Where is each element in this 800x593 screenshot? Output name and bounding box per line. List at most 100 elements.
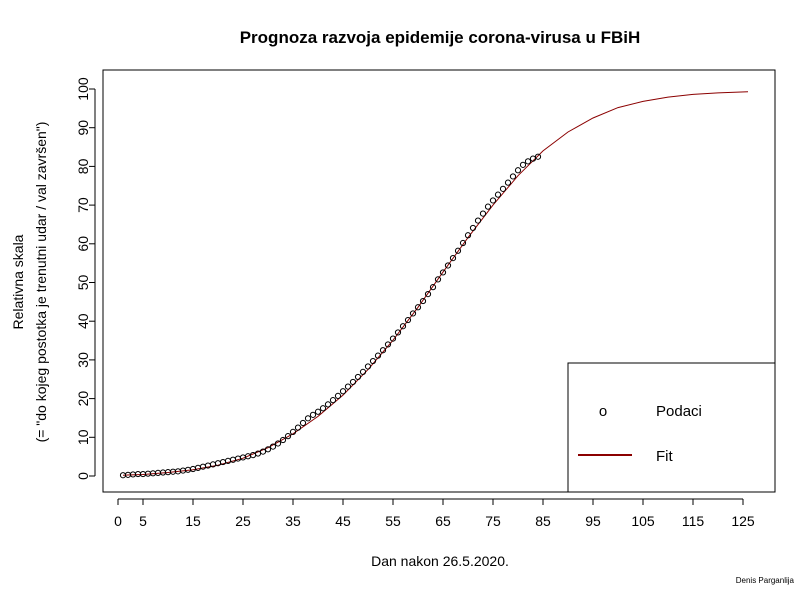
x-axis: 0 5 15 25 35 45 55 65 75 85 95 105 115 125	[114, 498, 755, 529]
y-tick-label: 60	[75, 236, 91, 252]
data-point	[404, 316, 412, 324]
data-point	[319, 405, 327, 412]
data-point	[474, 217, 482, 224]
y-axis: 0 10 20 30 40 50 60 70 80 90 100	[75, 77, 96, 480]
data-point	[304, 415, 312, 422]
data-point	[369, 357, 377, 365]
x-tick-label: 15	[185, 513, 201, 529]
legend-symbol-points: o	[599, 403, 607, 420]
data-point	[324, 401, 332, 408]
data-point	[419, 297, 427, 305]
data-point	[399, 323, 407, 330]
data-point	[134, 470, 142, 478]
data-point	[469, 224, 477, 232]
data-point	[329, 397, 337, 404]
y-tick-label: 10	[75, 429, 91, 445]
data-point	[309, 411, 317, 418]
data-point	[379, 347, 387, 354]
data-point	[424, 291, 432, 298]
data-point	[279, 436, 287, 444]
data-point	[264, 446, 272, 453]
data-point	[484, 203, 492, 210]
y-tick-label: 70	[75, 197, 91, 213]
data-point	[409, 310, 417, 317]
x-tick-label: 115	[682, 513, 705, 529]
data-point	[374, 352, 382, 359]
data-point	[499, 185, 507, 192]
data-point	[434, 276, 442, 283]
data-point	[519, 161, 527, 168]
data-point	[514, 167, 522, 174]
x-tick-label: 0	[114, 513, 122, 529]
data-point	[339, 388, 347, 395]
x-tick-label: 125	[731, 513, 755, 529]
data-point	[269, 443, 277, 450]
x-axis-label: Dan nakon 26.5.2020.	[371, 553, 509, 569]
fit-line	[122, 91, 749, 476]
data-point	[439, 269, 447, 276]
data-point	[314, 408, 322, 415]
y-axis-label-line1: Relativna skala	[10, 234, 26, 329]
data-point	[494, 191, 502, 198]
y-tick-label: 30	[75, 352, 91, 368]
legend-label-fit: Fit	[656, 448, 673, 465]
data-point	[509, 173, 517, 180]
legend: o Podaci Fit	[567, 362, 776, 493]
data-point	[349, 378, 357, 386]
x-tick-label: 5	[139, 513, 147, 529]
data-point	[489, 197, 497, 204]
x-tick-label: 45	[335, 513, 351, 529]
data-point	[294, 424, 302, 431]
y-tick-label: 100	[75, 77, 91, 101]
data-point	[229, 456, 237, 463]
x-tick-label: 105	[631, 513, 655, 529]
data-point	[299, 419, 307, 427]
x-tick-label: 55	[385, 513, 401, 529]
x-tick-label: 75	[485, 513, 501, 529]
data-point	[359, 368, 367, 375]
legend-label-points: Podaci	[656, 403, 702, 420]
data-point	[284, 433, 292, 440]
chart-title: Prognoza razvoja epidemije corona-virusa…	[240, 28, 641, 47]
data-point	[429, 284, 437, 291]
data-point	[334, 392, 342, 399]
data-point	[274, 440, 282, 447]
data-point	[459, 239, 467, 247]
data-point	[384, 341, 392, 348]
data-point	[454, 247, 462, 254]
x-tick-label: 35	[285, 513, 301, 529]
data-point	[389, 335, 397, 342]
data-point	[259, 448, 267, 455]
y-tick-label: 20	[75, 391, 91, 407]
y-axis-label-line2: (= "do kojeg postotka je trenutni udar /…	[33, 122, 49, 443]
data-point	[479, 210, 487, 217]
x-tick-label: 65	[435, 513, 451, 529]
data-point	[504, 179, 512, 186]
data-point	[414, 304, 422, 311]
data-point	[534, 153, 542, 160]
x-tick-label: 95	[585, 513, 601, 529]
data-point	[344, 383, 352, 390]
data-point	[464, 232, 472, 239]
y-tick-label: 0	[75, 472, 91, 480]
y-tick-label: 90	[75, 120, 91, 136]
data-points	[119, 153, 542, 479]
x-tick-label: 25	[235, 513, 251, 529]
plot-frame	[102, 69, 776, 493]
y-tick-label: 80	[75, 158, 91, 174]
data-point	[444, 262, 452, 269]
data-point	[199, 463, 207, 470]
data-point	[524, 158, 532, 165]
credit-text: Denis Parganlija	[736, 576, 795, 585]
data-point	[449, 255, 457, 262]
y-tick-label: 40	[75, 313, 91, 329]
x-tick-label: 85	[535, 513, 551, 529]
data-point	[364, 363, 372, 370]
y-tick-label: 50	[75, 275, 91, 291]
data-point	[289, 428, 297, 435]
legend-box	[567, 362, 776, 493]
data-point	[354, 373, 362, 381]
data-point	[394, 329, 402, 336]
data-point	[194, 464, 202, 471]
